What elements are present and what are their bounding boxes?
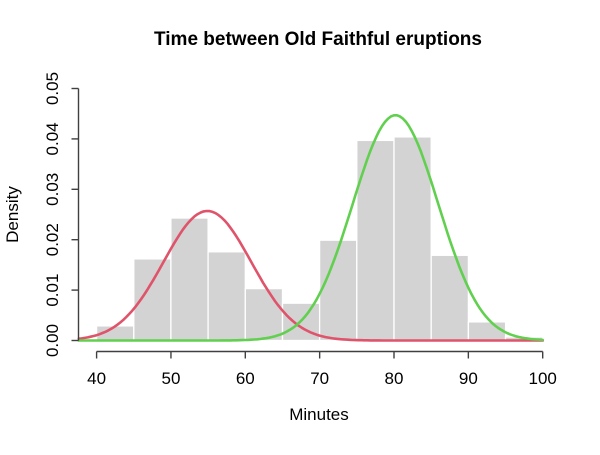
axes-group: 40 50 60 70 80 90 100 0.00 0.01 0.02 0.03 0.04 0.05 — [43, 72, 557, 388]
density-curve-component-2-green — [77, 114, 545, 342]
y-tick-label: 0.05 — [43, 72, 62, 105]
x-tick-label: 100 — [529, 369, 557, 388]
histogram-bars-group — [95, 136, 544, 342]
histogram-bar — [467, 321, 507, 342]
x-axis-title: Minutes — [289, 405, 349, 424]
chart-title: Time between Old Faithful eruptions — [154, 29, 482, 50]
y-tick-label: 0.01 — [43, 274, 62, 307]
x-tick-label: 40 — [87, 369, 106, 388]
density-curve-component-1-red — [77, 209, 545, 342]
x-tick-label: 80 — [385, 369, 404, 388]
histogram-bar — [244, 287, 284, 342]
x-tick-label: 70 — [310, 369, 329, 388]
y-tick-label: 0.00 — [43, 324, 62, 357]
x-tick-label: 90 — [459, 369, 478, 388]
y-tick-label: 0.04 — [43, 122, 62, 155]
x-tick-label: 50 — [161, 369, 180, 388]
histogram-bar — [318, 239, 358, 342]
y-tick-label: 0.02 — [43, 223, 62, 256]
x-tick-label: 60 — [236, 369, 255, 388]
histogram-bar — [430, 254, 470, 342]
density-curves-group — [77, 114, 545, 342]
y-tick-label: 0.03 — [43, 173, 62, 206]
histogram-bar — [207, 251, 246, 342]
y-axis-title: Density — [3, 186, 22, 243]
histogram-bar — [170, 217, 209, 342]
